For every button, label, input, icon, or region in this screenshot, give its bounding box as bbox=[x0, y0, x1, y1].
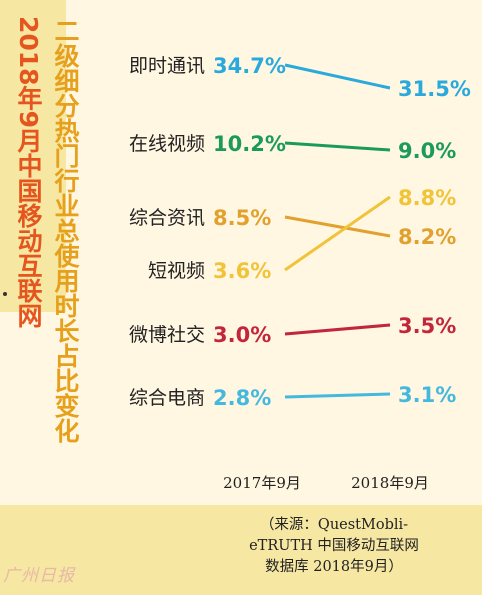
right-value-label-3: 8.8% bbox=[398, 186, 456, 210]
left-value-label-2: 8.5% bbox=[213, 206, 271, 230]
right-value-label-1: 9.0% bbox=[398, 139, 456, 163]
right-value-label-4: 3.5% bbox=[398, 314, 456, 338]
series-line-1 bbox=[284, 141, 391, 152]
left-value-label-1: 10.2% bbox=[213, 132, 286, 156]
right-value-label-5: 3.1% bbox=[398, 383, 456, 407]
series-line-5 bbox=[284, 392, 391, 399]
left-value-label-0: 34.7% bbox=[213, 54, 286, 78]
series-line-0 bbox=[284, 63, 391, 90]
x-tick-label-0: 2017年9月 bbox=[223, 474, 301, 492]
series-name-2: 综合资讯 bbox=[129, 207, 205, 229]
series-name-0: 即时通讯 bbox=[129, 55, 205, 77]
left-value-label-3: 3.6% bbox=[213, 259, 271, 283]
series-line-4 bbox=[284, 323, 391, 336]
title-band bbox=[0, 0, 66, 312]
series-name-4: 微博社交 bbox=[129, 324, 205, 346]
chart-subtitle: 2018年9月中国移动互联网 bbox=[14, 16, 43, 328]
series-name-5: 综合电商 bbox=[129, 387, 205, 409]
source-line-2: eTRUTH 中国移动互联网 bbox=[249, 538, 419, 554]
series-line-2 bbox=[284, 215, 391, 238]
series-name-3: 短视频 bbox=[148, 260, 205, 282]
decorative-dot bbox=[3, 292, 7, 296]
footer-band bbox=[0, 505, 482, 595]
source-line-3: 数据库 2018年9月） bbox=[265, 559, 403, 575]
right-value-label-2: 8.2% bbox=[398, 225, 456, 249]
left-value-label-4: 3.0% bbox=[213, 323, 271, 347]
chart-title: 二级细分热门行业总使用时长占比变化 bbox=[51, 18, 80, 443]
left-value-label-5: 2.8% bbox=[213, 386, 271, 410]
x-tick-label-1: 2018年9月 bbox=[351, 474, 429, 492]
source-note: （来源：QuestMobli- eTRUTH 中国移动互联网 数据库 2018年… bbox=[214, 515, 454, 578]
watermark-logo: 广州日报 bbox=[3, 566, 75, 586]
source-line-1: （来源：QuestMobli- bbox=[259, 517, 409, 533]
series-name-1: 在线视频 bbox=[129, 133, 205, 155]
right-value-label-0: 31.5% bbox=[398, 77, 471, 101]
series-line-3 bbox=[284, 195, 391, 272]
